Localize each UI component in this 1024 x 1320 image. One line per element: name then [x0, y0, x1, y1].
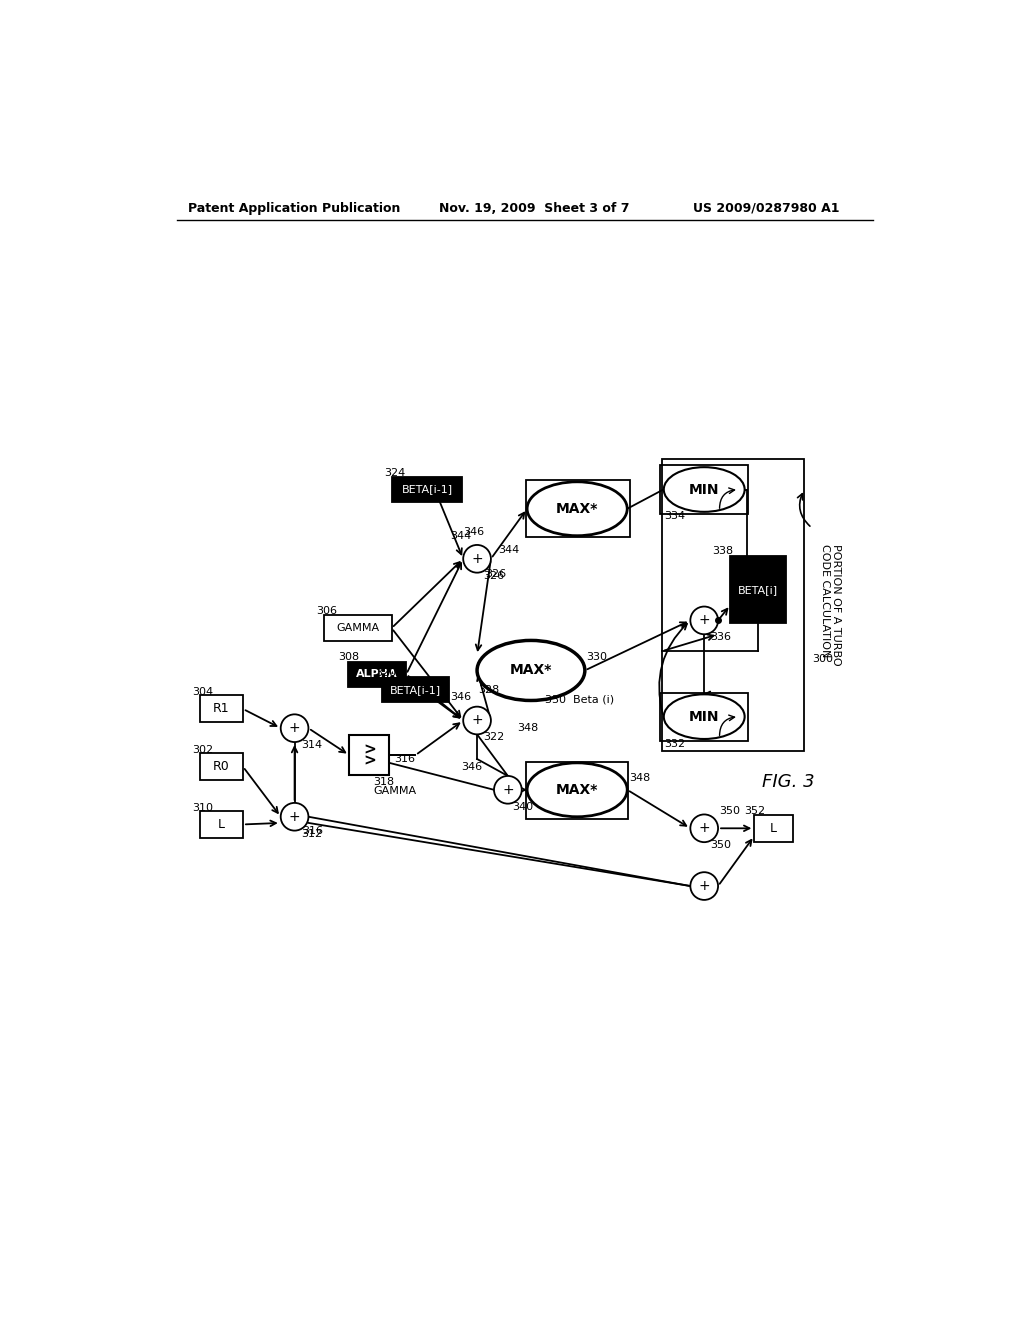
Text: 336: 336: [711, 632, 731, 643]
Text: 310: 310: [193, 803, 213, 813]
Text: MAX*: MAX*: [556, 783, 598, 797]
Text: ALPHA: ALPHA: [356, 669, 397, 680]
Text: +: +: [471, 552, 483, 566]
Text: 326: 326: [483, 570, 505, 581]
Text: 302: 302: [193, 744, 213, 755]
Text: 344: 344: [451, 531, 471, 541]
Circle shape: [690, 873, 718, 900]
Text: R1: R1: [213, 702, 229, 715]
Text: >: >: [362, 742, 376, 758]
Text: 314: 314: [301, 741, 322, 750]
Text: 322: 322: [483, 733, 505, 742]
Bar: [392, 477, 462, 502]
Text: US 2009/0287980 A1: US 2009/0287980 A1: [692, 202, 839, 215]
Bar: [324, 615, 391, 640]
Text: +: +: [502, 783, 514, 797]
Text: 352: 352: [744, 807, 765, 816]
Circle shape: [463, 545, 490, 573]
Text: 330: 330: [587, 652, 607, 661]
Text: L: L: [770, 822, 777, 834]
Text: BETA[i-1]: BETA[i-1]: [390, 685, 441, 694]
Bar: [349, 735, 389, 775]
Text: 318: 318: [373, 777, 394, 787]
Text: +: +: [471, 714, 483, 727]
Text: 350: 350: [711, 841, 731, 850]
Text: 304: 304: [193, 686, 213, 697]
Bar: [201, 754, 243, 780]
Text: 324: 324: [385, 467, 406, 478]
Text: >: >: [362, 752, 376, 768]
Ellipse shape: [527, 482, 628, 536]
Ellipse shape: [664, 467, 744, 512]
Text: MAX*: MAX*: [556, 502, 598, 516]
Text: 330  Beta (i): 330 Beta (i): [545, 694, 614, 705]
Text: MAX*: MAX*: [510, 664, 552, 677]
Circle shape: [494, 776, 521, 804]
Text: GAMMA: GAMMA: [336, 623, 379, 634]
Text: 332: 332: [665, 739, 685, 748]
Circle shape: [690, 814, 718, 842]
Text: 312: 312: [301, 829, 322, 838]
Text: BETA[i-1]: BETA[i-1]: [401, 484, 453, 495]
Text: Nov. 19, 2009  Sheet 3 of 7: Nov. 19, 2009 Sheet 3 of 7: [438, 202, 629, 215]
Bar: [662, 459, 804, 751]
Circle shape: [281, 803, 308, 830]
Text: FIG. 3: FIG. 3: [762, 774, 814, 791]
Text: Patent Application Publication: Patent Application Publication: [188, 202, 400, 215]
Text: +: +: [289, 809, 300, 824]
Text: BETA[i]: BETA[i]: [738, 585, 778, 594]
Ellipse shape: [664, 694, 744, 739]
Text: 306: 306: [316, 606, 337, 616]
Text: MIN: MIN: [689, 710, 720, 723]
Text: 348: 348: [517, 723, 539, 733]
Bar: [201, 810, 243, 838]
Text: 346: 346: [462, 762, 482, 772]
Text: 334: 334: [665, 511, 685, 521]
Text: 328: 328: [478, 685, 500, 694]
Text: PORTION OF A TURBO
CODE CALCULATION: PORTION OF A TURBO CODE CALCULATION: [819, 544, 842, 665]
Bar: [730, 556, 785, 623]
Circle shape: [281, 714, 308, 742]
Bar: [755, 814, 793, 842]
Text: 348: 348: [630, 774, 651, 783]
Text: +: +: [698, 879, 710, 894]
Ellipse shape: [477, 640, 585, 701]
Bar: [660, 465, 749, 515]
Text: GAMMA: GAMMA: [373, 787, 416, 796]
Text: 346: 346: [463, 527, 484, 537]
Bar: [348, 661, 406, 686]
Bar: [660, 693, 749, 742]
Text: 340: 340: [512, 801, 532, 812]
Text: 346: 346: [451, 693, 471, 702]
Text: 308: 308: [339, 652, 359, 663]
Text: 316: 316: [302, 825, 324, 836]
Text: 344: 344: [499, 545, 520, 554]
Text: 300: 300: [812, 653, 833, 664]
Circle shape: [690, 607, 718, 635]
Text: +: +: [289, 721, 300, 735]
Text: 326: 326: [484, 569, 506, 579]
Text: MIN: MIN: [689, 483, 720, 496]
Text: +: +: [698, 821, 710, 836]
Text: R0: R0: [213, 760, 229, 774]
Bar: [382, 677, 450, 702]
Text: 320: 320: [376, 668, 396, 677]
Bar: [201, 696, 243, 722]
Text: +: +: [698, 614, 710, 627]
Text: 338: 338: [712, 546, 733, 556]
Bar: [525, 480, 630, 537]
Text: 316: 316: [394, 754, 415, 764]
Ellipse shape: [527, 763, 628, 817]
Bar: [526, 762, 628, 818]
Circle shape: [463, 706, 490, 734]
Text: L: L: [218, 818, 225, 832]
Text: 350: 350: [720, 807, 740, 816]
